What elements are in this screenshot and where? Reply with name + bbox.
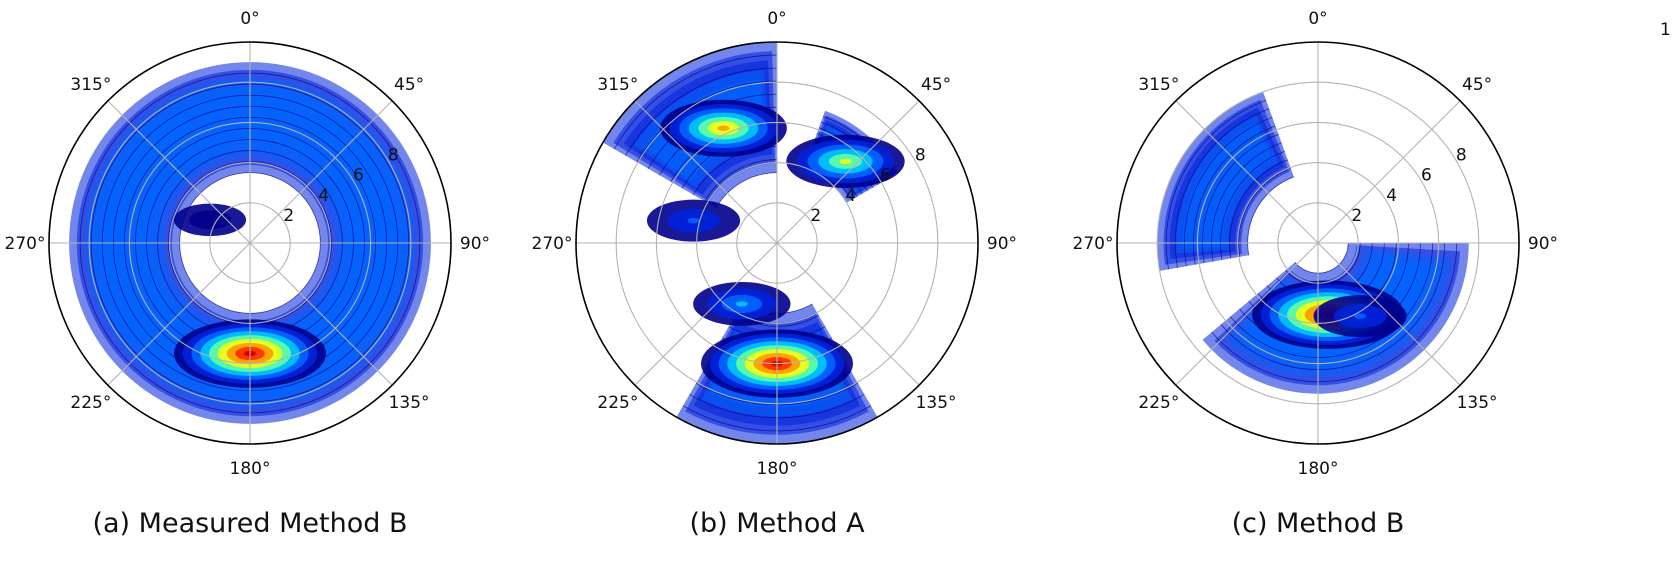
hot-spot-1-level-2 [1354, 313, 1367, 319]
angular-grid-spoke-7 [1175, 100, 1319, 244]
angular-tick-label-4: 180° [757, 459, 798, 479]
radial-tick-label-3: 8 [915, 146, 926, 166]
polar-plot-0: 2 4 6 8 0° 45° 90° 135° 180° 225° 270° 315° (a) Meas… [5, 9, 491, 539]
contour-line-1-4 [1211, 142, 1282, 262]
contour-line-1-5 [1202, 134, 1279, 264]
radial-tick-label-2: 6 [353, 166, 364, 186]
polar-plot-2: 2 4 6 8 0° 45° 90° 135° 180° 225° 270° 315° (c) Meth… [1073, 9, 1559, 539]
hot-spot-2-level-5 [839, 158, 852, 165]
contour-line-0-9 [613, 54, 778, 150]
angular-grid-spoke-7 [634, 100, 778, 244]
angular-tick-label-1: 45° [921, 75, 951, 95]
angular-tick-label-7: 315° [70, 75, 111, 95]
corner-text: 1 [1660, 20, 1671, 40]
contour-line-0-8 [625, 67, 778, 156]
angular-tick-label-1: 45° [394, 75, 424, 95]
angular-tick-label-2: 90° [1528, 234, 1558, 254]
angular-tick-label-3: 135° [1457, 393, 1498, 413]
angular-grid-spoke-3 [1317, 242, 1461, 386]
angular-grid-spoke-3 [249, 242, 393, 386]
contour-line-1-6 [1193, 125, 1276, 265]
angular-tick-label-5: 225° [70, 393, 111, 413]
radial-tick-label-1: 4 [845, 186, 856, 206]
angular-tick-label-0: 0° [1308, 9, 1327, 29]
polar-frame [48, 41, 452, 445]
angular-grid-spoke-5 [634, 242, 778, 386]
angular-tick-label-3: 135° [916, 393, 957, 413]
angular-tick-label-5: 225° [597, 393, 638, 413]
angular-tick-label-0: 0° [240, 9, 259, 29]
contour-field [602, 42, 905, 444]
contour-line-0-9 [1211, 242, 1458, 383]
radial-tick-label-2: 6 [1421, 166, 1432, 186]
polar-frame [575, 41, 979, 445]
radial-tick-label-0: 2 [810, 206, 821, 226]
angular-grid-spoke-5 [107, 242, 251, 386]
contour-line-1-7 [1184, 117, 1273, 267]
radial-tick-label-3: 8 [1456, 146, 1467, 166]
panel-caption: (a) Measured Method B [92, 508, 407, 539]
radial-tick-label-3: 8 [388, 146, 399, 166]
polar-plot-1: 2 4 6 8 0° 45° 90° 135° 180° 225° 270° 315° (b) Meth… [532, 9, 1018, 539]
angular-tick-label-2: 90° [987, 234, 1017, 254]
contour-line-1-9 [1165, 100, 1267, 270]
panel-caption: (b) Method A [689, 508, 865, 539]
contour-line-0-0 [715, 172, 778, 209]
angular-grid-spoke-3 [776, 242, 920, 386]
radial-tick-label-0: 2 [1351, 206, 1362, 226]
hot-spot-4-level-2 [687, 217, 700, 224]
angular-tick-label-5: 225° [1138, 393, 1179, 413]
angular-grid-spoke-5 [1175, 242, 1319, 386]
radial-tick-label-0: 2 [283, 206, 294, 226]
angular-tick-label-2: 90° [460, 234, 490, 254]
contour-line-0-1 [704, 159, 778, 202]
hot-spot-1-level-6 [717, 125, 730, 131]
angular-grid-spoke-1 [776, 100, 920, 244]
panel-caption: (c) Method B [1232, 508, 1405, 539]
angular-tick-label-7: 315° [597, 75, 638, 95]
angular-tick-label-1: 45° [1462, 75, 1492, 95]
hot-spot-1-level-2 [203, 217, 216, 223]
contour-line-0-0 [1294, 242, 1349, 274]
contour-field [1157, 91, 1469, 394]
angular-tick-label-6: 270° [1073, 234, 1114, 254]
angular-tick-label-0: 0° [767, 9, 786, 29]
contour-line-0-7 [1229, 242, 1433, 358]
radial-tick-label-2: 6 [880, 166, 891, 186]
radial-tick-label-1: 4 [318, 186, 329, 206]
radial-tick-label-1: 4 [1386, 186, 1397, 206]
angular-tick-label-3: 135° [389, 393, 430, 413]
polar-frame [1116, 41, 1520, 445]
angular-tick-label-6: 270° [532, 234, 573, 254]
contour-line-0-8 [1220, 242, 1446, 371]
angular-grid-spoke-1 [1317, 100, 1461, 244]
hot-spot-3-level-3 [735, 301, 748, 307]
contour-line-1-8 [1174, 108, 1270, 268]
angular-tick-label-4: 180° [230, 459, 271, 479]
angular-tick-label-6: 270° [5, 234, 46, 254]
angular-grid-spoke-1 [249, 100, 393, 244]
angular-tick-label-4: 180° [1298, 459, 1339, 479]
angular-grid-spoke-7 [107, 100, 251, 244]
angular-tick-label-7: 315° [1138, 75, 1179, 95]
